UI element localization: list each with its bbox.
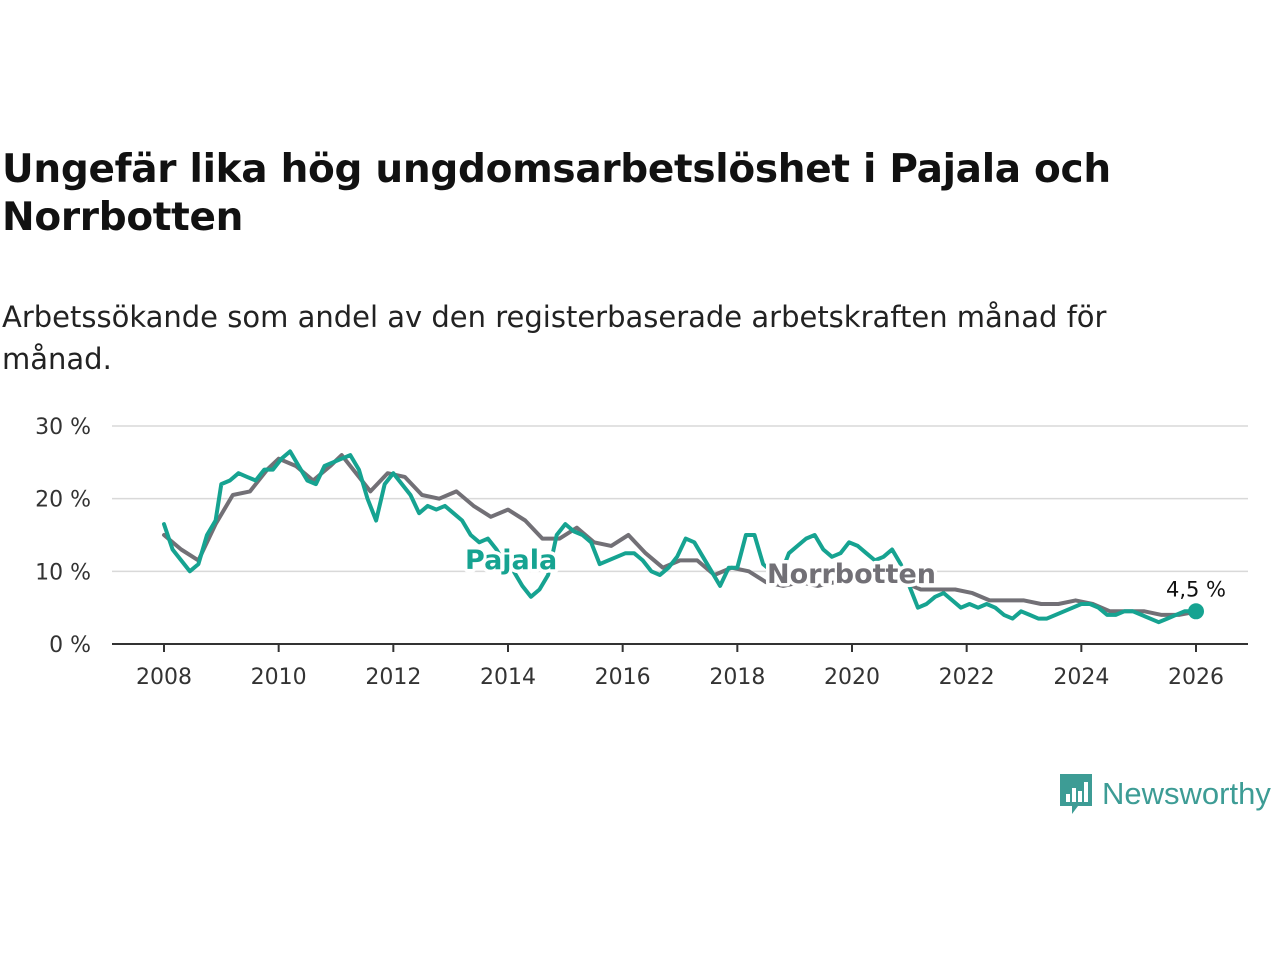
label-pajala: Pajala [465,545,557,576]
y-tick-label: 30 % [35,415,91,440]
chart-subtitle: Arbetssökande som andel av den registerb… [2,300,1107,376]
x-tick-label: 2024 [1053,665,1109,690]
series-lines [162,449,1198,625]
series-labels: Pajala Norrbotten 4,5 % [462,542,1226,620]
x-tick-label: 2020 [824,665,880,690]
x-tick-label: 2014 [480,665,536,690]
bar-chart-speech-icon [1060,774,1092,814]
series-line-pajala [162,449,1198,625]
x-tick-label: 2022 [939,665,995,690]
line-chart: 0 % 10 % 20 % 30 % 2008 2010 2012 2014 2016 2018… [35,415,1248,690]
label-norrbotten: Norrbotten [767,559,936,590]
y-tick-label: 20 % [35,488,91,513]
y-tick-label: 0 % [49,633,91,658]
brand-name: Newsworthy [1102,776,1271,811]
grid-lines [112,425,1248,645]
x-axis-ticks: 2008 2010 2012 2014 2016 2018 2020 2022 2024 2026 [136,644,1224,690]
y-tick-label: 10 % [35,560,91,585]
endpoint-label: 4,5 % [1166,577,1226,601]
x-tick-label: 2008 [136,665,192,690]
endpoint-marker [1188,603,1204,620]
chart-title: Ungefär lika hög ungdomsarbetslöshet i P… [2,147,1111,240]
x-tick-label: 2012 [365,665,421,690]
y-axis-ticks: 0 % 10 % 20 % 30 % [35,415,91,658]
x-tick-label: 2026 [1168,665,1224,690]
newsworthy-logo: Newsworthy [1058,772,1271,816]
x-tick-label: 2018 [709,665,765,690]
x-tick-label: 2016 [595,665,651,690]
x-tick-label: 2010 [251,665,307,690]
